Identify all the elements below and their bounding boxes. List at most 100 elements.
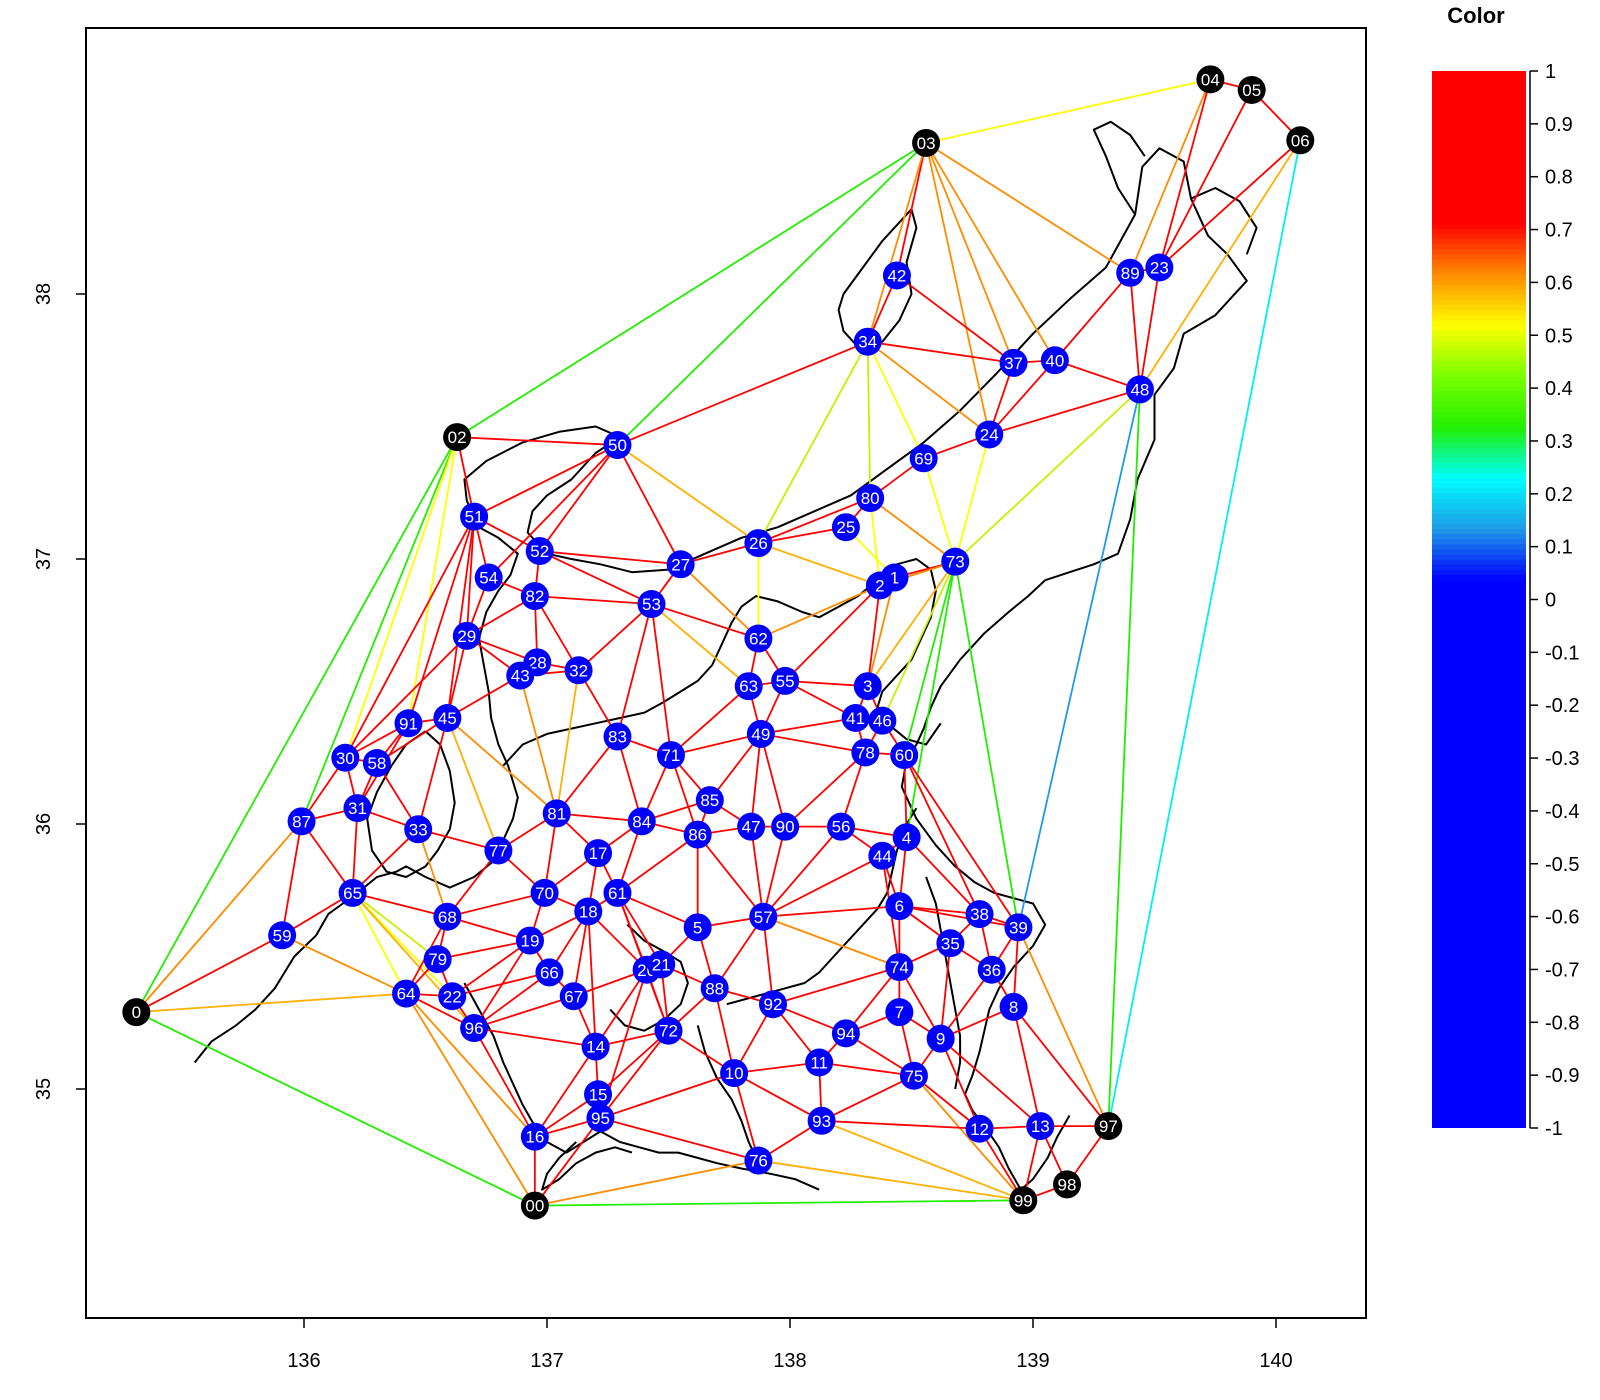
edge-100-76 — [534, 1159, 759, 1207]
node-label: 76 — [749, 1152, 768, 1171]
node-74: 74 — [885, 953, 914, 982]
node-label: 13 — [1031, 1117, 1050, 1136]
node-marker — [654, 1016, 683, 1045]
edge-82-32 — [534, 595, 580, 671]
node-label: 68 — [438, 908, 457, 927]
x-tick-label: 139 — [1016, 1350, 1049, 1372]
legend-color-step — [1432, 284, 1526, 291]
edge-99-75 — [913, 1075, 1024, 1201]
node-label: 97 — [1099, 1117, 1118, 1136]
node-14: 14 — [581, 1032, 610, 1061]
legend-color-step — [1432, 574, 1526, 581]
node-marker — [749, 902, 778, 931]
node-label: 69 — [914, 449, 933, 468]
node-marker — [882, 261, 911, 290]
node-label: 67 — [564, 987, 583, 1006]
node-marker — [1125, 375, 1154, 404]
node-label: 27 — [671, 555, 690, 574]
node-label: 80 — [861, 489, 880, 508]
boundary-line-11 — [609, 923, 689, 1032]
legend-color-step — [1432, 493, 1526, 500]
edge-75-93 — [821, 1074, 915, 1122]
node-label: 49 — [751, 725, 770, 744]
node-marker — [746, 719, 775, 748]
color-legend: Color 1 0.9 0.8 0.7 0.6 0.5 0.4 0.3 0.2 0.1 0 -0.1 -… — [1432, 3, 1579, 1140]
legend-color-step — [1432, 473, 1526, 479]
boundary-line-9 — [1190, 187, 1258, 255]
node-marker — [603, 722, 632, 751]
legend-color-step — [1432, 244, 1526, 250]
legend-color-step — [1432, 462, 1526, 469]
edge-95-76 — [600, 1117, 759, 1162]
edge-34-69 — [866, 341, 925, 459]
node-label: 14 — [586, 1038, 605, 1057]
legend-color-step — [1432, 539, 1526, 545]
node-label: 61 — [608, 884, 627, 903]
node-label: 92 — [764, 995, 783, 1014]
legend-tick-label: -0.7 — [1545, 959, 1579, 981]
legend-color-step — [1432, 534, 1526, 540]
node-6: 6 — [885, 892, 914, 921]
edge-71-49 — [670, 733, 762, 756]
legend-color-step — [1432, 106, 1526, 113]
node-label: 42 — [887, 266, 906, 285]
node-marker — [965, 1114, 994, 1143]
edge-41-49 — [760, 717, 856, 735]
node-26: 26 — [744, 529, 773, 558]
edge-51-45 — [446, 516, 475, 719]
node-23: 23 — [1145, 253, 1174, 282]
edge-53-71 — [650, 603, 672, 756]
node-marker — [1116, 258, 1145, 287]
edge-102-30 — [344, 436, 458, 759]
legend-color-step — [1432, 274, 1526, 281]
node-label: 79 — [428, 950, 447, 969]
node-44: 44 — [868, 841, 897, 870]
node-marker — [853, 672, 882, 701]
edge-103-24 — [925, 142, 991, 435]
node-95: 95 — [586, 1104, 615, 1133]
boundary-line-4 — [502, 558, 942, 767]
node-label: 65 — [343, 884, 362, 903]
plot-frame — [85, 27, 1367, 1319]
node-marker — [520, 1122, 549, 1151]
node-53: 53 — [637, 590, 666, 619]
legend-negative-band — [1432, 580, 1526, 1128]
legend-color-step — [1432, 544, 1526, 551]
node-59: 59 — [268, 921, 297, 950]
node-marker — [1004, 913, 1033, 942]
node-label: 77 — [489, 842, 508, 861]
node-marker — [647, 950, 676, 979]
edge-48-39 — [1017, 389, 1141, 928]
legend-color-step — [1432, 203, 1526, 210]
edge-52-27 — [539, 550, 681, 566]
legend-color-step — [1432, 300, 1526, 306]
node-label: 75 — [904, 1067, 923, 1086]
node-label: 84 — [632, 812, 651, 831]
edge-96-66 — [473, 971, 550, 1029]
node-marker — [443, 423, 472, 452]
legend-color-step — [1432, 483, 1526, 489]
legend-color-step — [1432, 330, 1526, 337]
node-label: 41 — [846, 709, 865, 728]
legend-color-step — [1432, 498, 1526, 505]
node-label: 15 — [589, 1085, 608, 1104]
node-label: 95 — [591, 1109, 610, 1128]
legend-tick-label: 0.3 — [1545, 431, 1573, 453]
node-35: 35 — [936, 929, 965, 958]
node-marker — [586, 1104, 615, 1133]
node-marker — [433, 902, 462, 931]
edge-34-50 — [617, 340, 869, 446]
legend-color-step — [1432, 96, 1526, 103]
node-51: 51 — [460, 502, 489, 531]
edge-73-60 — [903, 561, 957, 756]
edge-34-24 — [867, 340, 990, 436]
edge-60-39 — [903, 754, 1020, 928]
node-label: 55 — [776, 672, 795, 691]
node-label: 22 — [443, 987, 462, 1006]
node-label: 3 — [863, 677, 872, 696]
legend-color-step — [1432, 132, 1526, 138]
node-56: 56 — [827, 812, 856, 841]
node-marker — [515, 926, 544, 955]
node-marker — [1237, 75, 1266, 104]
node-label: 30 — [336, 749, 355, 768]
